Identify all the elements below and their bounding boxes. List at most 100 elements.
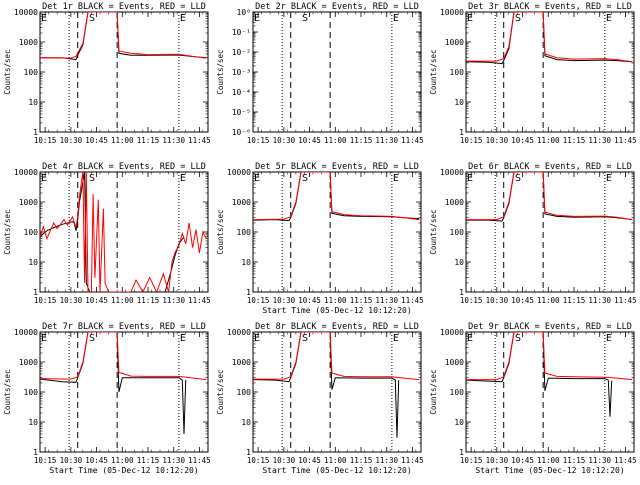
- x-tick-label: 11:30: [375, 296, 398, 305]
- event-marker-e: E: [254, 173, 260, 184]
- x-tick-label: 10:30: [486, 296, 509, 305]
- event-marker-e: E: [393, 333, 399, 344]
- x-tick-label: 11:00: [111, 136, 134, 145]
- y-tick-label: 1000: [19, 38, 38, 47]
- event-marker-e: E: [180, 173, 186, 184]
- x-tick-label: 10:15: [460, 136, 483, 145]
- event-marker-e: E: [41, 13, 47, 24]
- event-marker-e: E: [254, 13, 260, 24]
- y-tick-label: 100: [24, 388, 39, 397]
- y-tick-label: 10000: [440, 328, 464, 337]
- x-tick-label: 11:15: [563, 136, 586, 145]
- x-tick-label: 10:30: [486, 136, 509, 145]
- y-tick-label: 10⁻²: [232, 48, 251, 57]
- x-tick-label: 10:45: [85, 296, 108, 305]
- panel-7: Det 7r BLACK = Events, RED = LLD 1 10 100 10…: [3, 322, 211, 475]
- x-tick-label: 11:45: [614, 296, 637, 305]
- x-tick-label: 11:45: [401, 296, 424, 305]
- y-axis-label: Counts/sec: [3, 369, 12, 414]
- series-events-line: [40, 172, 185, 292]
- series-lld-line: [40, 172, 207, 292]
- x-tick-label: 11:30: [162, 456, 185, 465]
- y-tick-label: 1: [33, 128, 38, 137]
- y-tick-label: 100: [237, 388, 252, 397]
- series-events-line: [466, 172, 633, 222]
- y-axis-label: Counts/sec: [216, 369, 225, 414]
- y-tick-label: 1: [246, 448, 251, 457]
- series-events-line: [40, 332, 187, 434]
- panel-title: Det 5r BLACK = Events, RED = LLD: [255, 162, 419, 172]
- y-tick-label: 1000: [445, 198, 464, 207]
- panel-title: Det 9r BLACK = Events, RED = LLD: [468, 322, 632, 332]
- plot-frame: [252, 171, 422, 293]
- event-marker-e: E: [254, 333, 260, 344]
- x-tick-label: 11:00: [111, 456, 134, 465]
- x-tick-label: 11:45: [614, 456, 637, 465]
- series-lld-line: [40, 332, 207, 381]
- series-events-line: [466, 332, 613, 417]
- y-tick-label: 10: [28, 258, 38, 267]
- y-tick-label: 10: [28, 418, 38, 427]
- x-tick-label: 11:00: [111, 296, 134, 305]
- x-tick-label: 11:00: [324, 136, 347, 145]
- y-tick-label: 1: [33, 448, 38, 457]
- x-tick-label: 11:00: [324, 456, 347, 465]
- series-events-line: [466, 12, 633, 65]
- plot-frame: [39, 171, 209, 293]
- x-tick-label: 11:30: [375, 136, 398, 145]
- panel-1: Det 1r BLACK = Events, RED = LLD 1 10 100 10…: [3, 2, 211, 145]
- y-tick-label: 10⁻⁴: [232, 88, 251, 97]
- panel-title: Det 2r BLACK = Events, RED = LLD: [255, 2, 419, 12]
- panel-2: Det 2r BLACK = Events, RED = LLD 10⁻⁶ 10⁻⁵…: [216, 2, 424, 145]
- y-tick-label: 1: [33, 288, 38, 297]
- y-tick-label: 100: [237, 228, 252, 237]
- y-tick-label: 10000: [440, 168, 464, 177]
- event-marker-e: E: [41, 173, 47, 184]
- event-marker-e: E: [41, 333, 47, 344]
- x-tick-label: 10:15: [247, 456, 270, 465]
- x-tick-label: 11:00: [537, 296, 560, 305]
- event-marker-e: E: [467, 13, 473, 24]
- panel-3: Det 3r BLACK = Events, RED = LLD 1 10 100 10…: [429, 2, 637, 145]
- event-marker-e: E: [606, 173, 612, 184]
- series-events-line: [40, 12, 207, 61]
- event-marker-s: S: [89, 333, 95, 344]
- x-tick-label: 10:30: [273, 136, 296, 145]
- x-tick-label: 11:45: [401, 456, 424, 465]
- y-axis-label: Counts/sec: [3, 49, 12, 94]
- x-tick-label: 11:30: [588, 136, 611, 145]
- y-tick-label: 1000: [445, 38, 464, 47]
- event-marker-s: S: [515, 173, 521, 184]
- y-tick-label: 1: [459, 128, 464, 137]
- event-marker-s: S: [515, 13, 521, 24]
- plot-frame: [465, 171, 635, 293]
- x-tick-label: 11:15: [350, 296, 373, 305]
- x-tick-label: 11:15: [137, 296, 160, 305]
- series-events-line: [253, 332, 400, 438]
- plot-frame: [39, 11, 209, 133]
- y-axis-label: Counts/sec: [429, 209, 438, 254]
- series-lld-line: [40, 12, 207, 59]
- x-tick-label: 11:30: [588, 296, 611, 305]
- y-tick-label: 1000: [19, 358, 38, 367]
- x-tick-label: 10:30: [486, 456, 509, 465]
- series-lld-line: [466, 172, 633, 221]
- y-tick-label: 10: [28, 98, 38, 107]
- x-tick-label: 10:45: [298, 296, 321, 305]
- event-marker-e: E: [467, 333, 473, 344]
- y-tick-label: 10000: [14, 168, 38, 177]
- panel-title: Det 7r BLACK = Events, RED = LLD: [42, 322, 206, 332]
- y-tick-label: 10000: [227, 168, 251, 177]
- y-tick-label: 100: [450, 68, 465, 77]
- x-tick-label: 11:30: [162, 136, 185, 145]
- event-marker-e: E: [467, 173, 473, 184]
- x-tick-label: 11:15: [563, 296, 586, 305]
- event-marker-e: E: [606, 333, 612, 344]
- y-tick-label: 10⁻¹: [232, 28, 251, 37]
- x-tick-label: 10:30: [273, 456, 296, 465]
- x-tick-label: 11:15: [563, 456, 586, 465]
- panel-9: Det 9r BLACK = Events, RED = LLD 1 10 100 10…: [429, 322, 637, 475]
- y-axis-label: Counts/sec: [3, 209, 12, 254]
- event-marker-e: E: [393, 173, 399, 184]
